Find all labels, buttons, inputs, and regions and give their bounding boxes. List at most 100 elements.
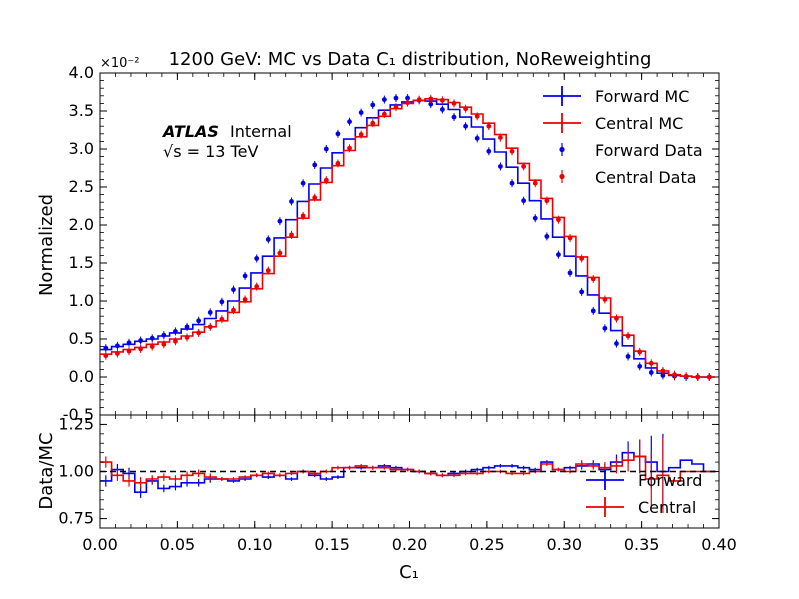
point-central-data: [428, 96, 434, 102]
point-forward-data: [231, 287, 236, 292]
ratio-plot-area: [100, 433, 719, 513]
point-central-data: [184, 335, 190, 340]
point-forward-data: [428, 101, 434, 107]
point-forward-data: [579, 289, 585, 295]
point-central-data: [370, 120, 376, 126]
point-central-data: [544, 198, 550, 204]
point-central-data: [323, 177, 329, 183]
point-forward-data: [405, 95, 410, 101]
point-central-data: [115, 351, 120, 356]
x-tick-label: 0.35: [624, 535, 660, 554]
point-central-data: [509, 148, 515, 154]
point-central-data: [556, 217, 561, 223]
ratio-ylabel: Data/MC: [36, 432, 57, 509]
main-legend: Forward MC Central MC Forward Data Centr…: [543, 86, 703, 187]
main-plot-frame: [99, 72, 720, 416]
main-y-tick-label: 1.0: [69, 291, 94, 310]
atlas-label-internal: Internal: [230, 122, 292, 141]
point-forward-data: [521, 198, 527, 204]
point-central-data: [439, 97, 445, 103]
legend-forward-mc-label: Forward MC: [595, 87, 689, 106]
point-forward-data: [393, 95, 399, 101]
point-central-data: [381, 111, 387, 117]
point-forward-data: [451, 114, 457, 120]
main-y-tick-label: 4.0: [69, 63, 94, 82]
point-forward-data: [254, 256, 260, 261]
ratio-forward-step: [100, 451, 716, 493]
legend-forward-data-marker: [559, 146, 565, 153]
point-forward-data: [312, 162, 318, 168]
point-forward-data: [602, 325, 608, 331]
point-central-data: [590, 276, 596, 282]
point-central-data: [347, 145, 352, 151]
point-central-data: [498, 135, 503, 141]
point-forward-data: [115, 343, 120, 349]
x-tick-label: 0.00: [82, 535, 118, 554]
point-forward-data: [486, 148, 492, 154]
point-forward-data: [439, 107, 445, 112]
main-y-tick-label: 3.5: [69, 101, 94, 120]
point-forward-data: [614, 341, 619, 346]
point-central-data: [474, 113, 480, 119]
point-central-data: [706, 374, 712, 380]
point-forward-data: [184, 324, 190, 330]
point-central-data: [289, 232, 294, 238]
x-tick-label: 0.30: [546, 535, 582, 554]
legend-forward-data-label: Forward Data: [595, 141, 703, 160]
point-central-data: [265, 268, 271, 273]
point-central-data: [625, 333, 631, 339]
point-forward-data: [219, 299, 225, 305]
ratio-y-tick-label: 0.75: [58, 509, 94, 528]
point-central-data: [196, 330, 202, 336]
point-forward-data: [463, 123, 468, 129]
ratio-y-tick-label: 1.00: [58, 462, 94, 481]
point-central-data: [660, 368, 666, 374]
atlas-label: ATLAS Internal: [161, 122, 292, 141]
legend-forward-label: Forward: [638, 471, 702, 490]
point-central-data: [149, 344, 155, 349]
point-forward-data: [289, 199, 294, 204]
point-forward-data: [196, 318, 202, 324]
main-y-tick-label: 2.0: [69, 215, 94, 234]
point-forward-data: [300, 180, 306, 186]
point-forward-data: [161, 332, 167, 338]
legend-central-data-marker: [559, 173, 565, 180]
point-forward-data: [567, 270, 573, 276]
x-axis-label-text: C₁: [399, 562, 419, 583]
point-forward-data: [556, 252, 561, 258]
point-central-data: [358, 132, 364, 137]
x-tick-label: 0.10: [237, 535, 273, 554]
energy-label: √s = 13 TeV: [163, 142, 258, 161]
point-central-data: [335, 161, 341, 166]
point-forward-data: [544, 234, 550, 239]
x-tick-label: 0.40: [701, 535, 737, 554]
ratio-legend: Forward Central: [586, 470, 702, 517]
point-forward-data: [126, 340, 132, 346]
point-central-data: [254, 284, 260, 289]
legend-central-data-label: Central Data: [595, 168, 697, 187]
point-central-data: [277, 250, 283, 256]
x-tick-label: 0.15: [314, 535, 350, 554]
point-forward-data: [381, 97, 387, 102]
point-central-data: [416, 97, 422, 102]
x-tick-label: 0.20: [392, 535, 428, 554]
legend-central-label: Central: [638, 498, 696, 517]
x-axis-label: C₁: [399, 562, 419, 583]
point-central-data: [219, 316, 225, 322]
point-central-data: [393, 104, 399, 110]
main-y-tick-label: 1.5: [69, 253, 94, 272]
point-central-data: [486, 123, 492, 129]
point-central-data: [451, 101, 457, 106]
point-forward-data: [277, 218, 283, 224]
point-forward-data: [358, 110, 364, 115]
point-central-data: [312, 195, 318, 201]
point-central-data: [637, 349, 643, 355]
point-central-data: [521, 164, 527, 169]
point-forward-data: [590, 308, 596, 314]
ratio-y-tick-label: 1.25: [58, 414, 94, 433]
scale-label: ×10⁻²: [100, 56, 140, 71]
point-central-data: [126, 348, 132, 354]
point-forward-data: [173, 329, 178, 334]
point-forward-data: [265, 237, 271, 242]
point-central-data: [405, 100, 410, 106]
